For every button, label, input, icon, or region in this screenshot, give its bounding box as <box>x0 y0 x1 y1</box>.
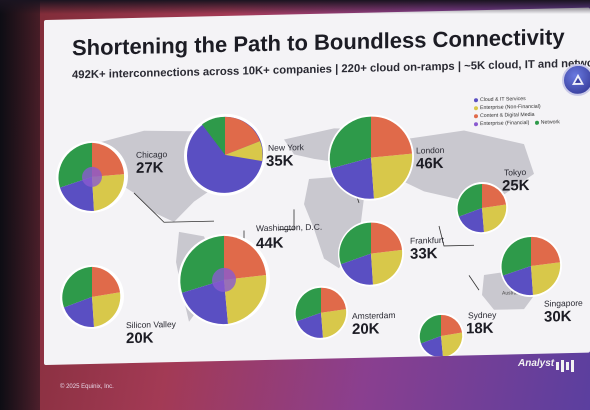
new-york-chord-chart <box>184 113 266 196</box>
amsterdam-chord-chart <box>294 285 348 340</box>
silicon-valley-chord-chart <box>60 264 124 329</box>
count-label: 44K <box>256 234 284 253</box>
count-label: 33K <box>410 245 438 263</box>
count-label: 20K <box>352 320 380 339</box>
equinix-logo-icon <box>562 63 590 97</box>
city-label: Silicon Valley <box>126 319 176 331</box>
equinix-logo-icon <box>556 360 578 374</box>
slide-subtitle: 492K+ interconnections across 10K+ compa… <box>72 56 590 82</box>
slide: Shortening the Path to Boundless Connect… <box>44 7 590 365</box>
room-edge <box>0 0 590 14</box>
city-label: Amsterdam <box>352 310 396 322</box>
city-label: London <box>416 144 445 156</box>
washington-chord-chart <box>178 233 270 326</box>
count-label: 25K <box>502 176 530 195</box>
london-chord-chart <box>328 114 414 201</box>
count-label: 30K <box>544 308 572 326</box>
map-label: Australia <box>502 290 522 296</box>
singapore-chord-chart <box>500 234 562 297</box>
frankfurt-chord-chart <box>338 220 404 287</box>
tokyo-chord-chart <box>456 182 508 235</box>
room-edge <box>0 0 40 410</box>
city-label: New York <box>268 142 304 153</box>
count-label: 27K <box>136 159 164 177</box>
count-label: 35K <box>266 152 294 170</box>
slide-title: Shortening the Path to Boundless Connect… <box>72 24 565 61</box>
copyright-text: © 2025 Equinix, Inc. <box>60 384 114 390</box>
sydney-chord-chart <box>418 312 464 359</box>
count-label: 46K <box>416 154 444 173</box>
count-label: 18K <box>466 319 494 338</box>
event-logo: Analyst <box>518 358 555 369</box>
city-label: Frankfurt <box>410 234 445 246</box>
city-label: Tokyo <box>504 167 527 178</box>
count-label: 20K <box>126 329 154 348</box>
city-label: Sydney <box>468 309 497 321</box>
city-label: Singapore <box>544 297 583 309</box>
chicago-chord-chart <box>56 140 128 213</box>
city-label: Washington, D.C. <box>256 221 323 234</box>
